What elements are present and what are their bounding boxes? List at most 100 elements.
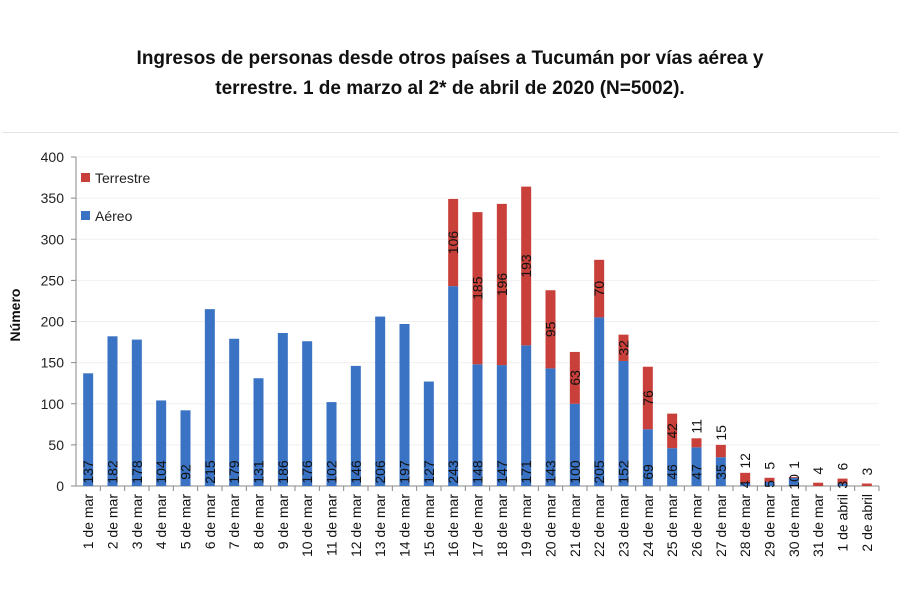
bar-terrestre (594, 259, 605, 318)
data-label-aereo: 104 (153, 460, 169, 484)
bar-aereo (302, 341, 313, 486)
x-tick-label: 2 de abril (859, 494, 875, 552)
data-label-aereo: 178 (129, 460, 145, 484)
data-label-aereo: 215 (202, 460, 218, 484)
x-tick-label: 12 de mar (348, 494, 364, 557)
data-label-aereo: 176 (299, 460, 315, 484)
x-tick-label: 28 de mar (737, 494, 753, 557)
data-label-aereo: 171 (518, 460, 534, 484)
data-label-aereo: 46 (664, 464, 680, 480)
bar-terrestre (667, 413, 678, 449)
bar-aereo (521, 345, 532, 486)
bar-aereo (229, 338, 240, 486)
x-tick-label: 1 de mar (80, 494, 96, 550)
data-label-aereo: 5 (762, 480, 778, 488)
data-label-aereo: 69 (640, 464, 656, 480)
data-label-aereo: 182 (105, 460, 121, 484)
bar-aereo (569, 403, 580, 486)
bar-terrestre (861, 483, 872, 486)
bar-aereo (448, 286, 459, 486)
bar-terrestre (813, 482, 824, 486)
legend-swatch-terrestre (81, 173, 90, 182)
data-label-aereo: 92 (178, 464, 194, 480)
x-tick-label: 23 de mar (616, 494, 632, 557)
data-label-terrestre: 185 (470, 276, 486, 300)
data-label-aereo: 143 (543, 460, 559, 484)
bar-aereo (107, 336, 118, 486)
bar-aereo (399, 323, 410, 486)
bar-terrestre (691, 438, 702, 448)
x-tick-label: 15 de mar (421, 494, 437, 557)
x-tick-label: 24 de mar (640, 494, 656, 557)
bar-terrestre (545, 290, 556, 369)
y-tick-label: 300 (41, 231, 65, 247)
y-axis-title: Número (7, 289, 23, 342)
y-tick-label: 400 (41, 149, 65, 165)
bar-terrestre (569, 351, 580, 404)
bar-aereo (715, 457, 726, 486)
bar-terrestre (740, 472, 751, 483)
y-tick-label: 250 (41, 272, 65, 288)
data-label-terrestre: 42 (664, 423, 680, 439)
data-label-aereo: 4 (737, 480, 753, 488)
bar-aereo (691, 447, 702, 486)
bar-aereo (326, 402, 337, 486)
x-tick-label: 6 de mar (202, 494, 218, 550)
legend-swatch-aereo (81, 211, 90, 220)
data-label-aereo: 186 (275, 460, 291, 484)
chart-title-line-2: terrestre. 1 de marzo al 2* de abril de … (215, 78, 685, 99)
data-label-terrestre: 4 (810, 467, 826, 475)
data-label-terrestre: 32 (616, 340, 632, 356)
x-tick-label: 3 de mar (129, 494, 145, 550)
data-label-aereo: 100 (567, 460, 583, 484)
data-label-aereo: 10 (786, 474, 802, 490)
bar-aereo (618, 360, 629, 486)
data-label-terrestre: 76 (640, 390, 656, 406)
bar-aereo (204, 309, 215, 486)
data-label-aereo: 35 (713, 464, 729, 480)
data-label-terrestre: 193 (518, 254, 534, 278)
bar-aereo (253, 378, 264, 486)
bar-aereo (350, 365, 361, 486)
bar-aereo (83, 373, 94, 486)
x-tick-label: 4 de mar (153, 494, 169, 550)
x-tick-label: 27 de mar (713, 494, 729, 557)
bar-aereo (788, 477, 799, 486)
bar-terrestre (521, 186, 532, 346)
data-label-aereo: 197 (397, 460, 413, 484)
bar-aereo (156, 400, 167, 486)
bar-aereo (496, 365, 507, 486)
bar-terrestre (642, 366, 653, 430)
data-label-terrestre: 95 (543, 321, 559, 337)
data-label-aereo: 152 (616, 460, 632, 484)
y-tick-label: 350 (41, 190, 65, 206)
x-tick-label: 16 de mar (445, 494, 461, 557)
bar-aereo (740, 482, 751, 486)
data-label-aereo: 147 (494, 460, 510, 484)
data-label-terrestre: 5 (762, 462, 778, 470)
data-label-aereo: 3 (835, 481, 851, 489)
bar-terrestre (496, 203, 507, 366)
x-tick-label: 11 de mar (324, 494, 340, 556)
bar-aereo (423, 381, 434, 486)
data-label-aereo: 127 (421, 460, 437, 484)
x-tick-label: 21 de mar (567, 494, 583, 557)
bar-aereo (472, 364, 483, 486)
data-label-aereo: 206 (372, 460, 388, 484)
data-label-aereo: 137 (80, 460, 96, 484)
data-label-terrestre: 6 (835, 462, 851, 470)
x-tick-label: 8 de mar (251, 494, 267, 550)
x-tick-label: 26 de mar (689, 494, 705, 557)
x-tick-label: 22 de mar (591, 494, 607, 557)
bar-aereo (375, 316, 386, 486)
bar-terrestre (448, 198, 459, 287)
y-tick-label: 200 (41, 314, 65, 330)
data-label-aereo: 146 (348, 460, 364, 484)
data-label-terrestre: 63 (567, 370, 583, 386)
data-label-terrestre: 1 (786, 461, 802, 469)
y-tick-label: 150 (41, 355, 65, 371)
x-tick-label: 2 de mar (105, 494, 121, 550)
chart-title: Ingresos de personas desde otros países … (0, 44, 900, 104)
x-tick-label: 10 de mar (299, 494, 315, 557)
